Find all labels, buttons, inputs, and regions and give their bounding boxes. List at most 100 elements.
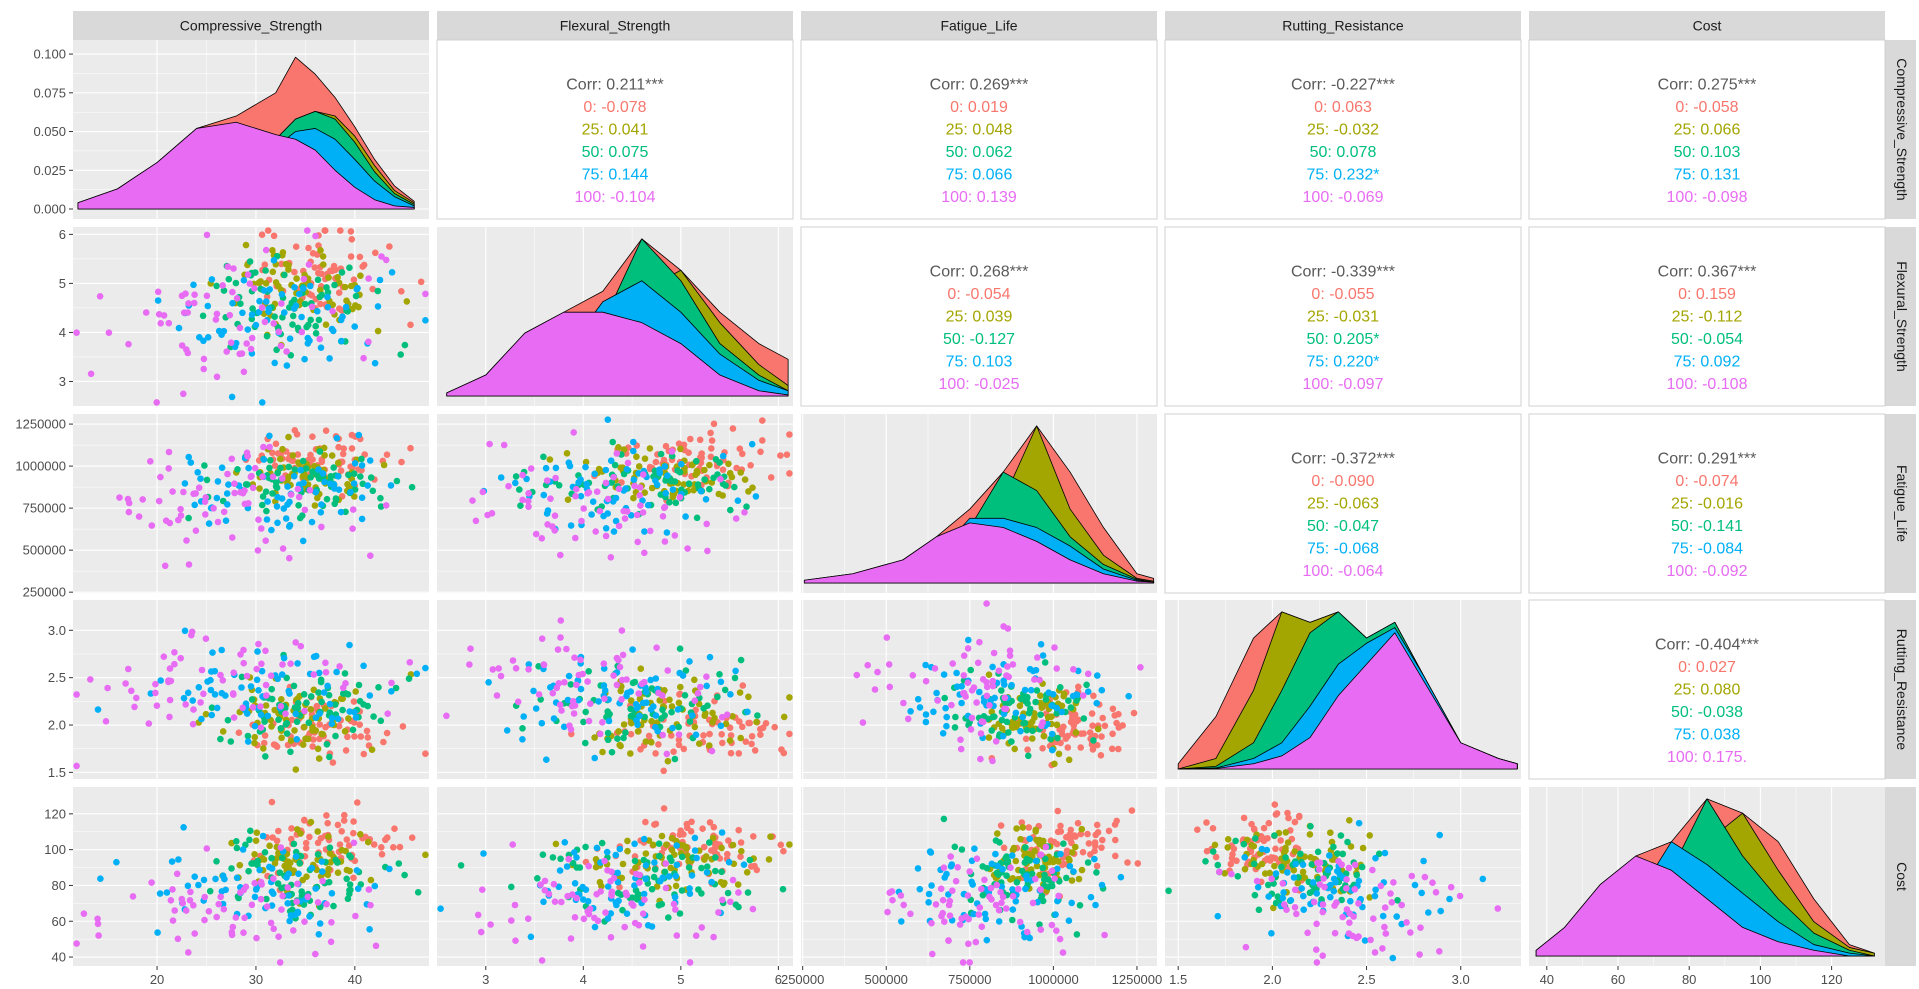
scatter-point-group-100 [266, 443, 273, 451]
scatter-point-group-50 [1165, 887, 1172, 895]
scatter-point-group-25 [334, 869, 342, 876]
scatter-point-group-0 [1050, 838, 1058, 846]
scatter-point-group-75 [732, 667, 739, 675]
scatter-point-group-100 [382, 256, 390, 264]
scatter-point-group-100 [599, 719, 606, 726]
scatter-point-group-100 [573, 681, 580, 689]
scatter-point-group-0 [786, 470, 793, 477]
scatter-point-group-50 [629, 679, 637, 687]
scatter-point-group-75 [281, 309, 288, 316]
scatter-point-group-25 [341, 283, 349, 291]
scatter-point-group-100 [201, 916, 208, 924]
scatter-point-group-100 [1037, 851, 1045, 858]
scatter-point-group-100 [1268, 875, 1275, 883]
scatter-point-group-100 [640, 471, 647, 478]
panel-background [801, 787, 1157, 966]
scatter-point-group-0 [739, 723, 746, 731]
scatter-point-group-100 [186, 897, 194, 904]
scatter-point-group-50 [268, 695, 276, 703]
scatter-point-group-100 [1037, 926, 1045, 933]
scatter-point-group-100 [1390, 879, 1397, 886]
scatter-point-group-100 [981, 876, 988, 884]
scatter-point-group-75 [540, 898, 547, 906]
scatter-point-group-100 [509, 841, 516, 848]
scatter-point-group-100 [1056, 935, 1064, 943]
scatter-point-group-100 [241, 914, 248, 922]
scatter-point-group-75 [665, 873, 673, 880]
scatter-point-group-100 [524, 915, 532, 922]
scatter-point-group-75 [527, 933, 535, 941]
scatter-point-group-75 [154, 929, 161, 936]
column-strip-cost [1529, 11, 1885, 40]
scatter-point-group-100 [1038, 722, 1045, 730]
corr-group-label: 75: 0.103 [946, 354, 1013, 371]
scatter-point-group-0 [314, 839, 322, 847]
scatter-point-group-100 [909, 672, 917, 679]
scatter-point-group-100 [704, 547, 711, 555]
scatter-point-group-75 [632, 701, 640, 708]
scatter-point-group-100 [1351, 886, 1359, 893]
scatter-point-group-100 [1059, 949, 1067, 956]
scatter-point-group-50 [1073, 931, 1081, 938]
scatter-point-group-0 [340, 445, 348, 452]
scatter-point-group-75 [1008, 681, 1015, 689]
scatter-point-group-50 [988, 727, 995, 734]
scatter-point-group-25 [1072, 843, 1079, 851]
scatter-point-group-50 [1255, 906, 1263, 914]
scatter-point-group-50 [675, 723, 682, 731]
scatter-point-group-50 [294, 705, 302, 712]
scatter-point-group-100 [223, 348, 230, 355]
scatter-point-group-0 [727, 732, 735, 739]
scatter-point-group-25 [642, 850, 650, 857]
scatter-point-group-100 [676, 494, 684, 501]
scatter-point-group-100 [585, 489, 593, 496]
scatter-point-group-100 [489, 666, 497, 673]
scatter-point-group-100 [190, 706, 197, 713]
scatter-point-group-0 [422, 750, 429, 757]
scatter-point-group-50 [1282, 854, 1289, 861]
scatter-point-group-75 [286, 335, 294, 343]
corr-group-label: 100: -0.108 [1667, 376, 1748, 393]
scatter-point-group-25 [1327, 829, 1334, 836]
scatter-point-group-25 [289, 452, 297, 459]
scatter-point-group-50 [585, 668, 592, 675]
scatter-point-group-0 [272, 440, 280, 448]
scatter-point-group-100 [182, 290, 189, 298]
scatter-point-group-100 [980, 718, 987, 726]
scatter-point-group-75 [282, 515, 290, 522]
scatter-point-group-100 [125, 508, 133, 516]
scatter-point-group-100 [983, 600, 990, 607]
scatter-point-group-0 [759, 437, 766, 444]
scatter-point-group-50 [358, 455, 365, 463]
scatter-point-group-0 [757, 448, 764, 456]
scatter-point-group-100 [960, 689, 968, 697]
scatter-point-group-75 [238, 684, 245, 691]
scatter-point-group-25 [635, 463, 643, 470]
scatter-point-group-75 [1022, 885, 1029, 893]
scatter-point-group-50 [457, 862, 465, 869]
scatter-point-group-25 [627, 697, 635, 704]
scatter-point-group-75 [623, 910, 631, 917]
scatter-point-group-50 [292, 848, 300, 856]
scatter-point-group-25 [627, 750, 634, 757]
scatter-point-group-0 [1077, 730, 1085, 737]
scatter-point-group-0 [348, 236, 356, 243]
scatter-point-group-25 [1072, 729, 1080, 736]
scatter-point-group-100 [967, 726, 975, 733]
scatter-point-group-75 [591, 470, 598, 478]
scatter-point-group-25 [672, 882, 680, 890]
scatter-point-group-75 [346, 641, 353, 649]
scatter-point-group-0 [270, 232, 278, 240]
scatter-point-group-50 [685, 480, 693, 488]
scatter-point-group-100 [992, 901, 1000, 909]
scatter-point-group-25 [696, 740, 703, 747]
scatter-point-group-100 [275, 328, 283, 336]
scatter-point-group-100 [572, 534, 579, 542]
scatter-point-group-0 [316, 721, 324, 728]
corr-overall-label: Corr: 0.275*** [1658, 77, 1757, 94]
scatter-point-group-0 [347, 228, 355, 235]
scatter-point-group-75 [252, 321, 260, 329]
scatter-point-group-100 [512, 665, 520, 672]
scatter-point-group-75 [604, 416, 612, 424]
scatter-point-group-75 [366, 692, 374, 699]
